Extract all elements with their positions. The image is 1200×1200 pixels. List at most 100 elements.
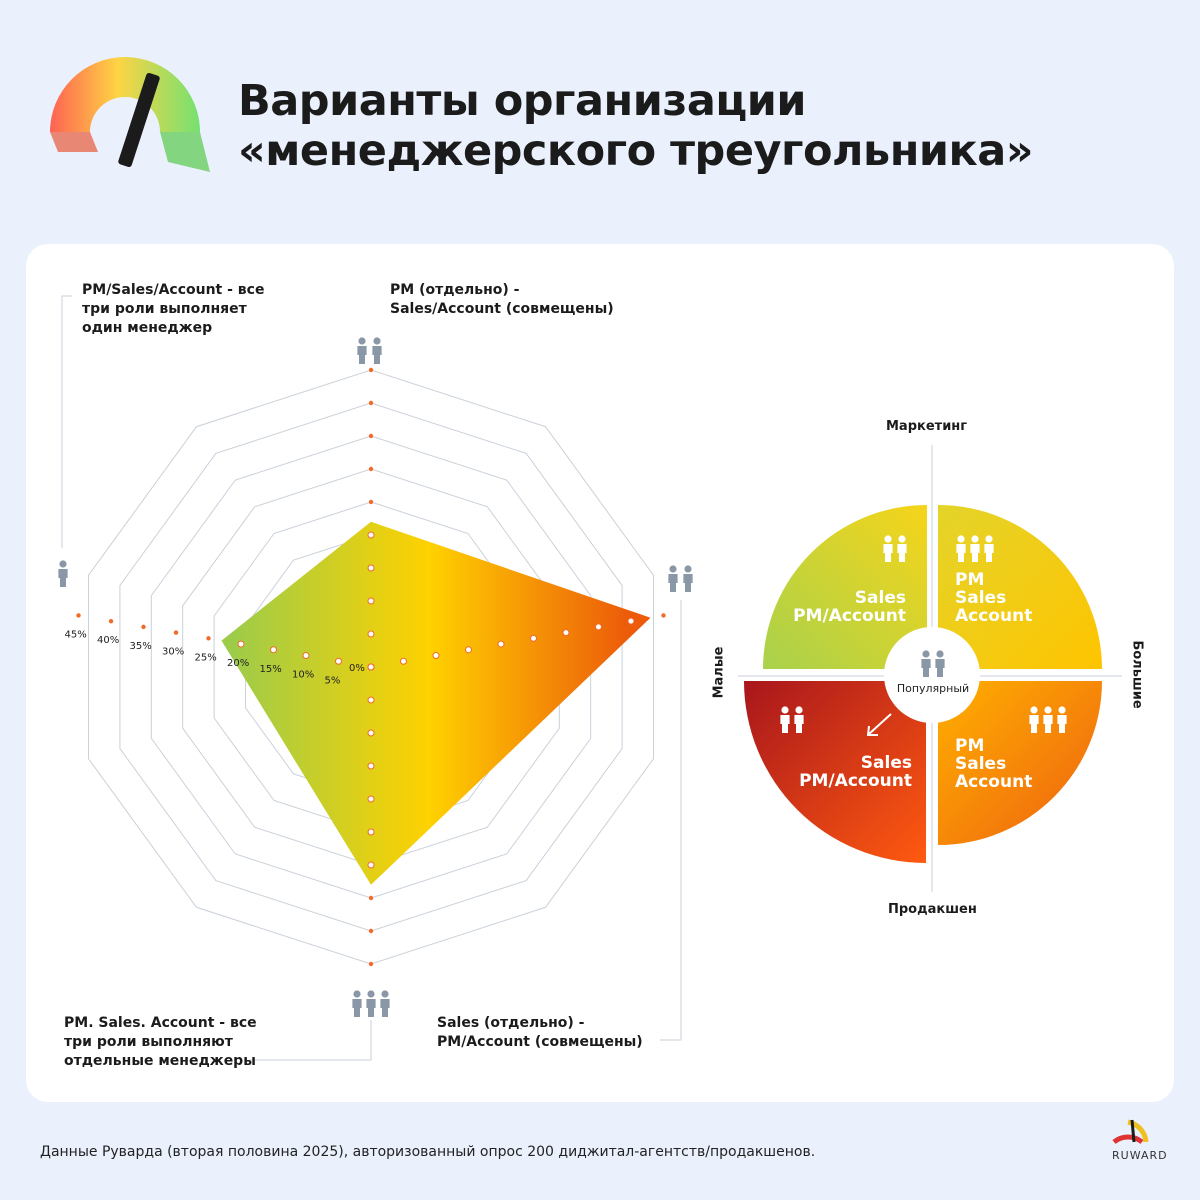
- arrow-icon: [866, 713, 892, 736]
- axis-tick-dot: [432, 652, 440, 660]
- axis-tick-dot: [497, 640, 505, 648]
- quadrant-line: PM: [955, 736, 985, 756]
- axis-tick-dot: [562, 629, 570, 637]
- quadrant-tl-text: Sales PM/Account: [790, 589, 906, 625]
- axis-tick-dot: [594, 623, 602, 631]
- label-sales-separate: Sales (отдельно) - PM/Account (совмещены…: [437, 1014, 643, 1052]
- quadrant-diagram: [738, 445, 1122, 892]
- axis-tick-dot: [367, 795, 375, 803]
- scale-label: 20%: [227, 658, 249, 669]
- axis-tick-dot: [206, 636, 211, 641]
- axis-tick-dot: [368, 400, 374, 406]
- quadrant-line: Sales: [955, 754, 1007, 774]
- scale-label: 10%: [292, 670, 314, 681]
- label-line: Sales (отдельно) -: [437, 1015, 585, 1031]
- axis-tick-dot: [627, 617, 635, 625]
- axis-tick-dot: [302, 652, 310, 660]
- quadrant-line: PM: [955, 570, 985, 590]
- axis-tick-dot: [368, 466, 374, 472]
- three-people-icon: [1029, 706, 1067, 733]
- axis-tick-dot: [368, 895, 374, 901]
- axis-tick-dot: [367, 762, 375, 770]
- quadrant-bl-text: Sales PM/Account: [794, 754, 912, 790]
- axis-tick-dot: [529, 634, 537, 642]
- axis-tick-dot: [399, 657, 407, 665]
- axis-label-large: Большие: [1129, 640, 1145, 709]
- label-line: отдельные менеджеры: [64, 1053, 256, 1069]
- label-line: PM/Sales/Account - все: [82, 282, 265, 298]
- quadrant-bottom-left: [744, 681, 926, 863]
- quadrant-line: PM/Account: [799, 771, 912, 791]
- axis-tick-dot: [237, 640, 245, 648]
- quadrant-br-text: PM Sales Account: [955, 737, 1032, 791]
- scale-label: 30%: [162, 647, 184, 658]
- label-line: три роли выполняет: [82, 301, 247, 317]
- quadrant-line: PM/Account: [793, 606, 906, 626]
- axis-tick-dot: [368, 961, 374, 967]
- radar-ticks: 0% 5% 10% 15% 20% 25% 30% 35% 40% 45%: [65, 367, 666, 967]
- axis-tick-dot: [367, 696, 375, 704]
- label-all-separate: PM. Sales. Account - все три роли выполн…: [64, 1014, 257, 1071]
- three-people-icon: [352, 990, 390, 1017]
- scale-label: 0%: [349, 663, 365, 674]
- ruward-logo-icon: [1112, 1119, 1149, 1145]
- axis-tick-dot: [367, 663, 375, 671]
- axis-tick-dot: [367, 630, 375, 638]
- center-circle: [884, 627, 980, 723]
- radar-area: [221, 521, 651, 885]
- label-line: PM/Account (совмещены): [437, 1034, 643, 1050]
- scale-label: 15%: [260, 664, 282, 675]
- quadrant-line: Account: [955, 772, 1033, 792]
- scale-label: 35%: [130, 641, 152, 652]
- quadrant-line: Sales: [854, 588, 906, 608]
- axis-tick-dot: [173, 630, 179, 635]
- center-label: Популярный: [896, 682, 970, 695]
- label-line: PM (отдельно) -: [390, 282, 520, 298]
- axis-tick-dot: [367, 597, 375, 605]
- person-icon: [58, 560, 68, 587]
- axis-tick-dot: [464, 646, 472, 654]
- axis-label-marketing: Маркетинг: [886, 419, 968, 434]
- axis-label-small: Малые: [711, 646, 727, 699]
- three-people-icon: [956, 535, 994, 562]
- label-line: три роли выполняют: [64, 1034, 233, 1050]
- scale-label: 40%: [97, 635, 119, 646]
- axis-tick-dot: [368, 499, 374, 505]
- axis-tick-dot: [368, 433, 374, 439]
- quadrant-line: Sales: [860, 753, 912, 773]
- label-all-in-one: PM/Sales/Account - все три роли выполняе…: [82, 281, 264, 338]
- label-line: PM. Sales. Account - все: [64, 1015, 257, 1031]
- content-card: [26, 244, 1174, 1102]
- label-line: Sales/Account (совмещены): [390, 301, 614, 317]
- quadrant-line: Account: [955, 606, 1033, 626]
- two-people-icon: [357, 337, 382, 364]
- axis-tick-dot: [367, 531, 375, 539]
- title-line-2: «менеджерского треугольника»: [238, 126, 1034, 176]
- axis-label-production: Продакшен: [888, 902, 977, 917]
- leader-lines: [61, 295, 682, 1061]
- speedometer-logo-icon: [50, 57, 210, 172]
- axis-tick-dot: [368, 367, 374, 373]
- source-note: Данные Руварда (вторая половина 2025), а…: [40, 1144, 816, 1160]
- scale-label: 45%: [65, 629, 87, 640]
- label-line: один менеджер: [82, 320, 213, 336]
- page-title: Варианты организации «менеджерского треу…: [238, 76, 1138, 176]
- axis-tick-dot: [367, 729, 375, 737]
- brand-name: RUWARD: [1112, 1149, 1168, 1162]
- axis-tick-dot: [76, 613, 81, 618]
- axis-tick-dot: [367, 861, 375, 869]
- axis-tick-dot: [335, 657, 343, 665]
- axis-tick-dot: [661, 613, 666, 618]
- title-line-1: Варианты организации: [238, 76, 806, 126]
- label-pm-separate: PM (отдельно) - Sales/Account (совмещены…: [390, 281, 614, 319]
- axis-tick-dot: [367, 564, 375, 572]
- quadrant-line: Sales: [955, 588, 1007, 608]
- axis-tick-dot: [141, 624, 146, 630]
- axis-tick-dot: [270, 646, 278, 654]
- axis-tick-dot: [367, 828, 375, 836]
- two-people-icon: [668, 565, 693, 592]
- axis-tick-dot: [108, 618, 114, 624]
- radar-polygon-layer: [221, 521, 651, 885]
